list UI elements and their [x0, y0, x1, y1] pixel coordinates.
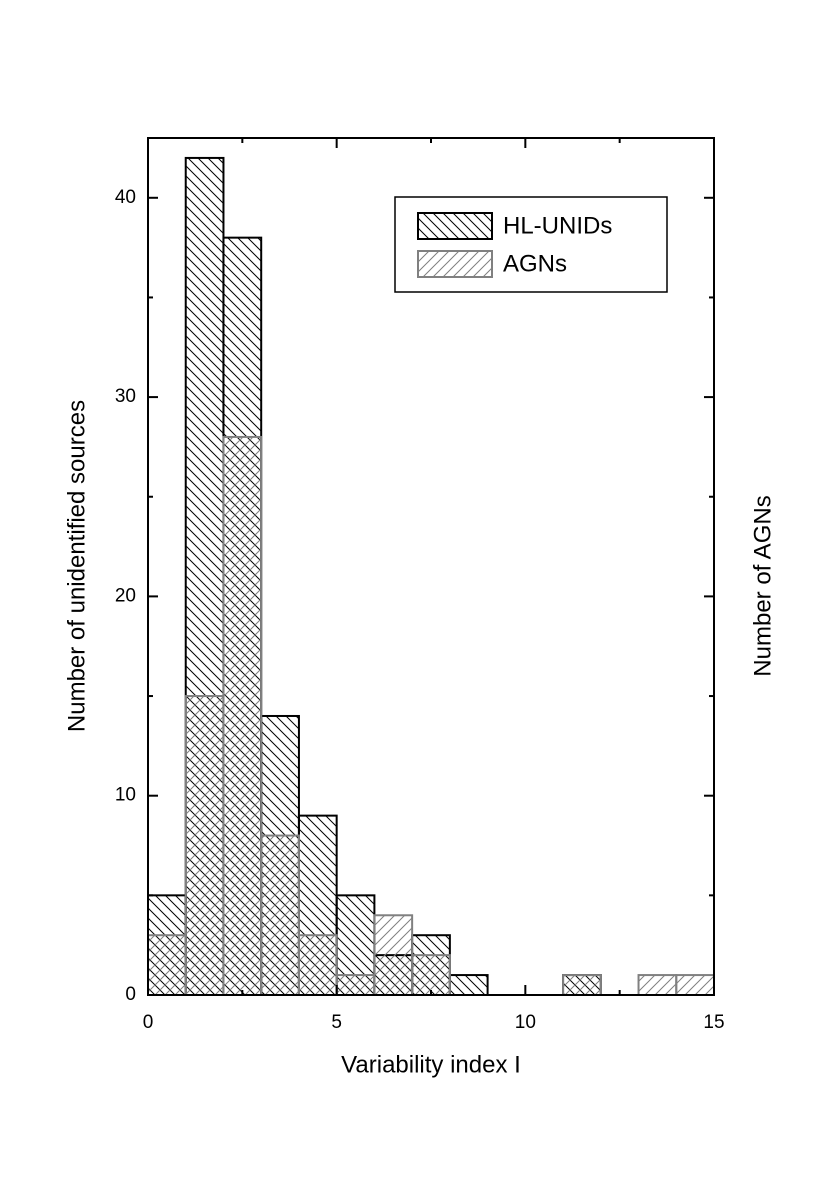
y-tick-label: 40 [115, 187, 136, 208]
histogram-bar [562, 974, 602, 996]
legend-swatch [417, 250, 493, 278]
legend-label: HL-UNIDs [503, 212, 612, 239]
x-tick-label: 0 [143, 1012, 154, 1033]
histogram-bar [335, 974, 376, 996]
histogram-bar [222, 435, 263, 996]
histogram-bar [675, 974, 715, 996]
x-tick-label: 15 [703, 1012, 724, 1033]
y2-axis-label: Number of AGNs [749, 495, 776, 676]
histogram-bar [147, 934, 187, 996]
histogram-bar [411, 954, 451, 996]
histogram-bar [448, 974, 489, 996]
histogram-bar [184, 695, 225, 996]
y-tick-label: 30 [115, 386, 136, 407]
x-tick-label: 5 [331, 1012, 342, 1033]
x-tick-label: 10 [515, 1012, 536, 1033]
histogram-bar [373, 914, 414, 996]
histogram-bar [260, 834, 300, 997]
histogram-bar [297, 934, 338, 996]
y-tick-label: 0 [125, 984, 136, 1005]
y-axis-label: Number of unidentified sources [63, 400, 90, 732]
x-axis-label: Variability index I [341, 1051, 521, 1078]
histogram-bar [637, 974, 678, 996]
y-tick-label: 10 [115, 785, 136, 806]
legend-swatch [417, 212, 493, 240]
legend-label: AGNs [503, 250, 567, 277]
y-tick-label: 20 [115, 585, 136, 606]
